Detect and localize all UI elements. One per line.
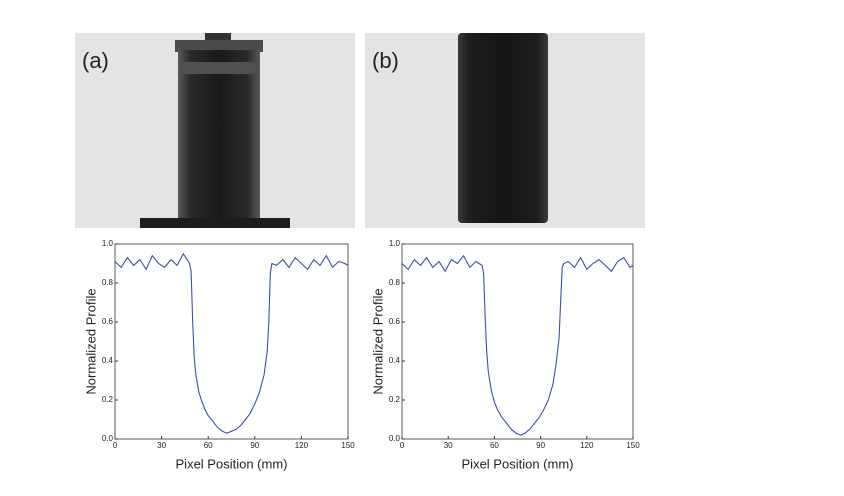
y-tick-label: 0.0 bbox=[102, 434, 114, 443]
y-axis-label: Normalized Profile bbox=[83, 288, 98, 394]
x-tick-label: 60 bbox=[490, 441, 499, 450]
y-tick-label: 1.0 bbox=[102, 239, 114, 248]
y-tick-label: 0.4 bbox=[389, 356, 401, 365]
x-tick-label: 30 bbox=[444, 441, 453, 450]
x-axis-label: Pixel Position (mm) bbox=[176, 456, 288, 471]
x-tick-label: 0 bbox=[113, 441, 118, 450]
y-tick-label: 0.2 bbox=[389, 395, 401, 404]
panel-label: (b) bbox=[372, 48, 399, 73]
y-tick-label: 0.8 bbox=[389, 278, 401, 287]
y-tick-label: 0.6 bbox=[102, 317, 114, 326]
x-tick-label: 90 bbox=[250, 441, 259, 450]
y-tick-label: 0.8 bbox=[102, 278, 114, 287]
y-tick-label: 0.2 bbox=[102, 395, 114, 404]
profile-line bbox=[401, 254, 634, 436]
plot-frame bbox=[114, 243, 349, 440]
y-tick-label: 1.0 bbox=[389, 239, 401, 248]
x-tick-label: 150 bbox=[341, 441, 355, 450]
x-tick-label: 30 bbox=[157, 441, 166, 450]
x-axis-label: Pixel Position (mm) bbox=[462, 456, 574, 471]
y-tick-label: 0.6 bbox=[389, 317, 401, 326]
profile-line bbox=[114, 252, 349, 434]
x-tick-label: 120 bbox=[580, 441, 594, 450]
image-a bbox=[75, 33, 355, 228]
y-axis-label: Normalized Profile bbox=[370, 288, 385, 394]
x-tick-label: 0 bbox=[400, 441, 405, 450]
x-tick-label: 90 bbox=[536, 441, 545, 450]
y-tick-label: 0.4 bbox=[102, 356, 114, 365]
x-tick-label: 150 bbox=[626, 441, 640, 450]
x-tick-label: 60 bbox=[204, 441, 213, 450]
panel-label: (a) bbox=[82, 48, 109, 73]
plot-frame bbox=[401, 243, 634, 440]
y-tick-label: 0.0 bbox=[389, 434, 401, 443]
x-tick-label: 120 bbox=[295, 441, 309, 450]
image-b bbox=[365, 33, 645, 228]
